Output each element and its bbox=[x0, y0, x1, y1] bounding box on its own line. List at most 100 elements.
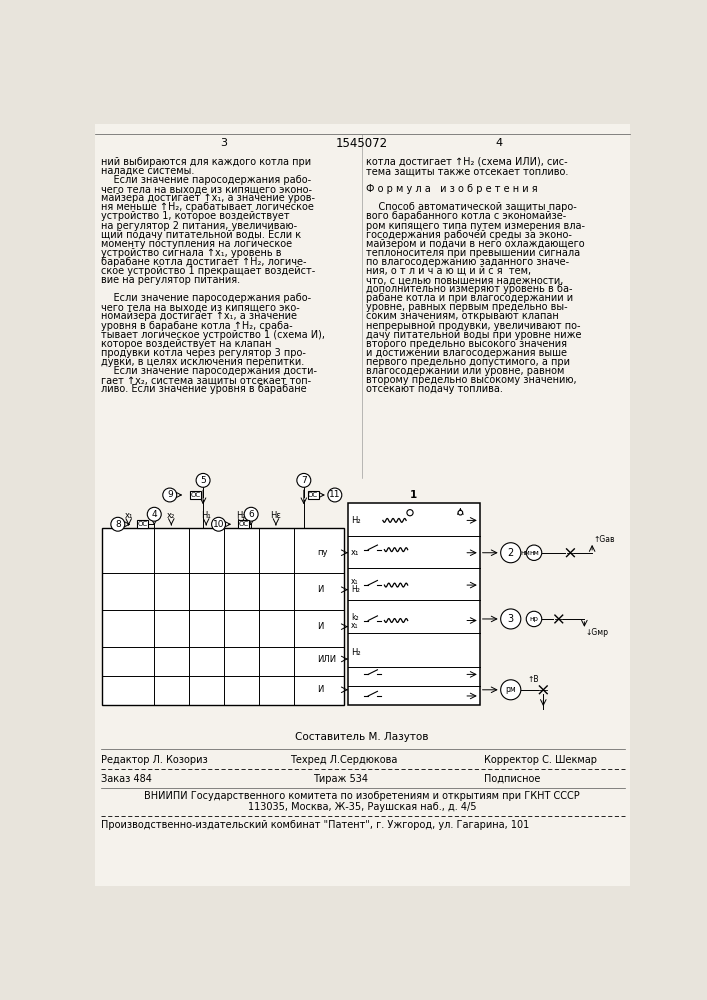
Text: 3: 3 bbox=[221, 138, 228, 148]
Text: ливо. Если значение уровня в барабане: ливо. Если значение уровня в барабане bbox=[101, 384, 306, 394]
Text: 2: 2 bbox=[508, 548, 514, 558]
Circle shape bbox=[147, 507, 161, 521]
Circle shape bbox=[211, 517, 226, 531]
Text: Составитель М. Лазутов: Составитель М. Лазутов bbox=[296, 732, 428, 742]
Text: и достижении влагосодержания выше: и достижении влагосодержания выше bbox=[366, 348, 567, 358]
Text: теплоносителя при превышении сигнала: теплоносителя при превышении сигнала bbox=[366, 248, 580, 258]
Text: И: И bbox=[317, 685, 323, 694]
Text: устройство сигнала ↑x₁, уровень в: устройство сигнала ↑x₁, уровень в bbox=[101, 248, 281, 258]
Text: Способ автоматической защиты паро-: Способ автоматической защиты паро- bbox=[366, 202, 577, 212]
Text: ня меньше ↑H₂, срабатывает логическое: ня меньше ↑H₂, срабатывает логическое bbox=[101, 202, 314, 212]
Bar bbox=[103, 528, 344, 705]
Text: 4: 4 bbox=[151, 510, 157, 519]
Circle shape bbox=[328, 488, 341, 502]
Circle shape bbox=[196, 473, 210, 487]
Circle shape bbox=[407, 510, 413, 516]
Text: продувки котла через регулятор 3 про-: продувки котла через регулятор 3 про- bbox=[101, 348, 305, 358]
Text: k₂: k₂ bbox=[351, 613, 358, 622]
Text: 4: 4 bbox=[496, 138, 503, 148]
Text: тывает логическое устройство 1 (схема И),: тывает логическое устройство 1 (схема И)… bbox=[101, 330, 325, 340]
Text: нр: нр bbox=[530, 616, 539, 622]
Text: майзером и подачи в него охлаждающего: майзером и подачи в него охлаждающего bbox=[366, 239, 585, 249]
Text: что, с целью повышения надежности,: что, с целью повышения надежности, bbox=[366, 275, 563, 285]
Text: ОС: ОС bbox=[138, 521, 148, 527]
Text: которое воздействует на клапан: которое воздействует на клапан bbox=[101, 339, 271, 349]
Text: чего тела на выходе из кипящего эко-: чего тела на выходе из кипящего эко- bbox=[101, 302, 300, 312]
Circle shape bbox=[526, 611, 542, 627]
Text: гает ↑x₂, система защиты отсекает топ-: гает ↑x₂, система защиты отсекает топ- bbox=[101, 375, 311, 385]
Text: устройство 1, которое воздействует: устройство 1, которое воздействует bbox=[101, 211, 289, 221]
Text: второго предельно высокого значения: второго предельно высокого значения bbox=[366, 339, 567, 349]
Text: нм: нм bbox=[529, 550, 539, 556]
Text: уровне, равных первым предельно вы-: уровне, равных первым предельно вы- bbox=[366, 302, 568, 312]
Text: рабане котла и при влагосодержании и: рабане котла и при влагосодержании и bbox=[366, 293, 573, 303]
Text: номайзера достигает ↑x₁, а значение: номайзера достигает ↑x₁, а значение bbox=[101, 311, 297, 321]
Text: первого предельно допустимого, а при: первого предельно допустимого, а при bbox=[366, 357, 570, 367]
Text: H₂: H₂ bbox=[351, 516, 361, 525]
Text: 1: 1 bbox=[410, 490, 418, 500]
Circle shape bbox=[501, 543, 521, 563]
Text: H₂: H₂ bbox=[351, 585, 360, 594]
Text: дачу питательной воды при уровне ниже: дачу питательной воды при уровне ниже bbox=[366, 330, 581, 340]
Text: Производственно-издательский комбинат "Патент", г. Ужгород, ул. Гагарина, 101: Производственно-издательский комбинат "П… bbox=[101, 820, 529, 830]
Text: 7: 7 bbox=[301, 476, 307, 485]
Text: 1545072: 1545072 bbox=[336, 137, 388, 150]
Text: госодержания рабочей среды за эконо-: госодержания рабочей среды за эконо- bbox=[366, 230, 572, 240]
Text: H₂: H₂ bbox=[351, 648, 361, 657]
Text: ОС: ОС bbox=[190, 492, 200, 498]
Bar bbox=[190, 491, 201, 499]
Text: Если значение паросодержания рабо-: Если значение паросодержания рабо- bbox=[101, 175, 311, 185]
Text: x₁: x₁ bbox=[351, 548, 359, 557]
Circle shape bbox=[111, 517, 125, 531]
Text: второму предельно высокому значению,: второму предельно высокому значению, bbox=[366, 375, 576, 385]
Text: рм: рм bbox=[506, 685, 516, 694]
Text: ния, о т л и ч а ю щ и й с я  тем,: ния, о т л и ч а ю щ и й с я тем, bbox=[366, 266, 531, 276]
Text: ВНИИПИ Государственного комитета по изобретениям и открытиям при ГКНТ СССР: ВНИИПИ Государственного комитета по изоб… bbox=[144, 791, 580, 801]
Text: x₁: x₁ bbox=[351, 578, 358, 586]
Circle shape bbox=[501, 609, 521, 629]
Text: 6: 6 bbox=[248, 510, 254, 519]
Text: ром кипящего типа путем измерения вла-: ром кипящего типа путем измерения вла- bbox=[366, 221, 585, 231]
Text: ИЛИ: ИЛИ bbox=[317, 654, 336, 664]
Text: по влагосодержанию заданного значе-: по влагосодержанию заданного значе- bbox=[366, 257, 569, 267]
Text: Hε: Hε bbox=[271, 511, 281, 520]
Text: наладке системы.: наладке системы. bbox=[101, 166, 194, 176]
Text: соким значениям, открывают клапан: соким значениям, открывают клапан bbox=[366, 311, 559, 321]
Text: влагосодержании или уровне, равном: влагосодержании или уровне, равном bbox=[366, 366, 564, 376]
Text: дувки, в целях исключения перепитки.: дувки, в целях исключения перепитки. bbox=[101, 357, 304, 367]
Text: 9: 9 bbox=[167, 490, 173, 499]
Circle shape bbox=[526, 545, 542, 560]
Circle shape bbox=[244, 507, 258, 521]
Text: ское устройство 1 прекращает воздейст-: ское устройство 1 прекращает воздейст- bbox=[101, 266, 315, 276]
Text: дополнительно измеряют уровень в ба-: дополнительно измеряют уровень в ба- bbox=[366, 284, 573, 294]
Text: ОС: ОС bbox=[238, 521, 248, 527]
Text: на регулятор 2 питания, увеличиваю-: на регулятор 2 питания, увеличиваю- bbox=[101, 221, 297, 231]
Text: Тираж 534: Тираж 534 bbox=[313, 774, 368, 784]
Text: 5: 5 bbox=[200, 476, 206, 485]
Text: вие на регулятор питания.: вие на регулятор питания. bbox=[101, 275, 240, 285]
Text: Ф о р м у л а   и з о б р е т е н и я: Ф о р м у л а и з о б р е т е н и я bbox=[366, 184, 537, 194]
Text: 8: 8 bbox=[115, 520, 121, 529]
Text: x₁: x₁ bbox=[351, 621, 358, 630]
Text: ↓Gмр: ↓Gмр bbox=[586, 628, 609, 637]
Text: уровня в барабане котла ↑H₂, сраба-: уровня в барабане котла ↑H₂, сраба- bbox=[101, 321, 293, 331]
Text: Если значение паросодержания рабо-: Если значение паросодержания рабо- bbox=[101, 293, 311, 303]
Text: нм: нм bbox=[521, 550, 530, 556]
Circle shape bbox=[458, 510, 462, 515]
Text: пу: пу bbox=[317, 548, 327, 557]
Text: 113035, Москва, Ж-35, Раушская наб., д. 4/5: 113035, Москва, Ж-35, Раушская наб., д. … bbox=[247, 802, 477, 812]
Text: майзера достигает ↑x₁, а значение уров-: майзера достигает ↑x₁, а значение уров- bbox=[101, 193, 315, 203]
Text: ний выбираются для каждого котла при: ний выбираются для каждого котла при bbox=[101, 157, 311, 167]
Text: моменту поступления на логическое: моменту поступления на логическое bbox=[101, 239, 292, 249]
Text: ↑B: ↑B bbox=[527, 675, 539, 684]
Text: И: И bbox=[317, 585, 323, 594]
Circle shape bbox=[297, 473, 311, 487]
Text: щий подачу питательной воды. Если к: щий подачу питательной воды. Если к bbox=[101, 230, 301, 240]
Text: Если значение паросодержания дости-: Если значение паросодержания дости- bbox=[101, 366, 317, 376]
Text: барабане котла достигает ↑H₂, логиче-: барабане котла достигает ↑H₂, логиче- bbox=[101, 257, 306, 267]
Text: тема защиты также отсекает топливо.: тема защиты также отсекает топливо. bbox=[366, 166, 568, 176]
Text: Корректор С. Шекмар: Корректор С. Шекмар bbox=[484, 755, 597, 765]
Bar bbox=[348, 503, 480, 705]
Circle shape bbox=[501, 680, 521, 700]
Text: чего тела на выходе из кипящего эконо-: чего тела на выходе из кипящего эконо- bbox=[101, 184, 312, 194]
